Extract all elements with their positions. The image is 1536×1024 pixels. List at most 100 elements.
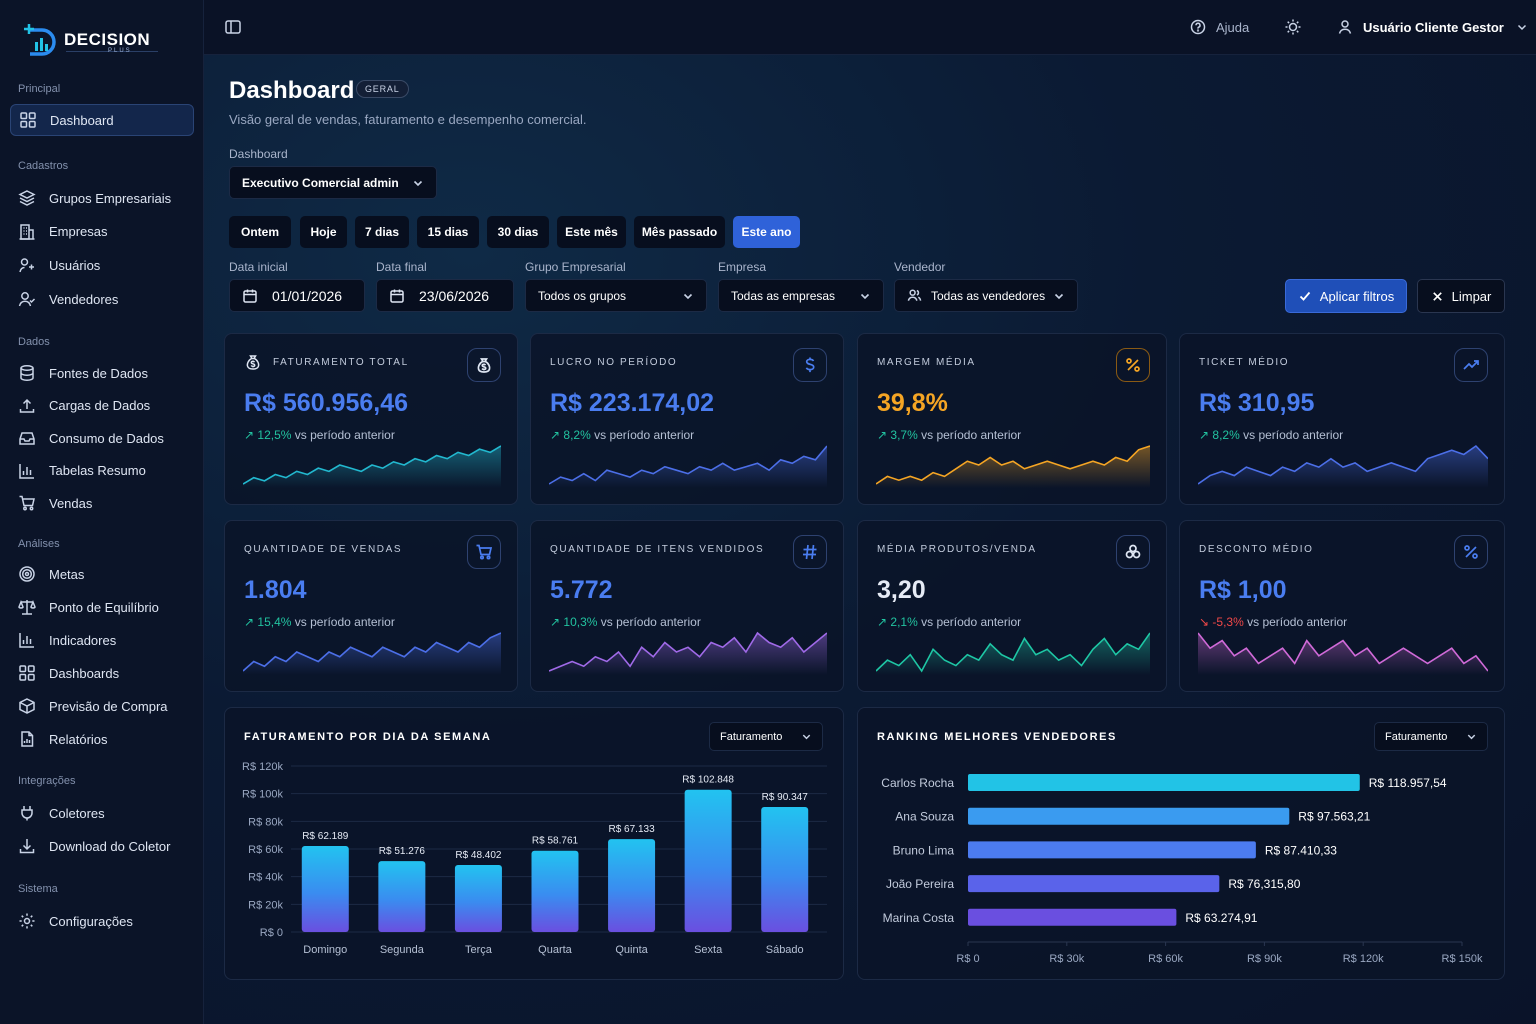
start-date-input[interactable]: 01/01/2026 xyxy=(229,279,365,312)
brand-logo[interactable]: DECISION PLUS xyxy=(22,22,172,62)
sidebar-item-indicadores[interactable]: Indicadores xyxy=(10,624,194,656)
kpi-title: QUANTIDADE DE ITENS VENDIDOS xyxy=(550,544,765,555)
rank-value-label: R$ 118.957,54 xyxy=(1369,776,1447,790)
kpi-delta-suffix: vs período anterior xyxy=(594,428,695,442)
company-select[interactable]: Todas as empresas xyxy=(718,279,884,312)
kpi-title: DESCONTO MÉDIO xyxy=(1199,544,1314,555)
kpi-title: MARGEM MÉDIA xyxy=(877,357,976,368)
money-bag-icon xyxy=(467,348,501,382)
sparkline-area xyxy=(549,446,827,488)
kpi-delta: ↗ 3,7% vs período anterior xyxy=(877,428,1021,442)
sidebar-item-grupos-empresariais[interactable]: Grupos Empresariais xyxy=(10,182,194,214)
dashboard-select[interactable]: Executivo Comercial admin xyxy=(229,166,437,199)
sidebar-item-usuarios[interactable]: Usuários xyxy=(10,249,194,281)
sidebar-item-label: Download do Coletor xyxy=(49,838,171,854)
sidebar-item-cargas-de-dados[interactable]: Cargas de Dados xyxy=(10,390,194,422)
x-tick-label: R$ 0 xyxy=(956,953,979,965)
period-chip-15-dias[interactable]: 15 dias xyxy=(417,216,479,248)
y-tick-label: R$ 40k xyxy=(248,872,283,884)
target-icon xyxy=(18,565,36,583)
help-icon xyxy=(1190,19,1206,35)
kpi-delta: ↗ 10,3% vs período anterior xyxy=(550,615,701,629)
chevron-down-icon xyxy=(1054,293,1064,299)
sidebar-item-dashboards[interactable]: Dashboards xyxy=(10,657,194,689)
help-link[interactable]: Ajuda xyxy=(1190,19,1249,35)
page-badge: GERAL xyxy=(356,80,409,98)
sidebar-item-consumo-de-dados[interactable]: Consumo de Dados xyxy=(10,422,194,454)
kpi-sparkline xyxy=(876,445,1150,488)
period-chip-hoje[interactable]: Hoje xyxy=(300,216,347,248)
bar-sexta xyxy=(684,789,732,932)
kpi-card-margem-media: MARGEM MÉDIA 39,8% ↗ 3,7% vs período ant… xyxy=(857,333,1167,505)
period-chip-mes-passado[interactable]: Mês passado xyxy=(634,216,725,248)
kpi-value: R$ 560.956,46 xyxy=(244,389,409,417)
company-select-value: Todas as empresas xyxy=(731,288,836,303)
group-select[interactable]: Todos os grupos xyxy=(525,279,707,312)
apply-filters-label: Aplicar filtros xyxy=(1319,288,1395,304)
theme-toggle-icon[interactable] xyxy=(1284,18,1302,36)
seller-icon xyxy=(18,290,36,308)
x-tick-label: R$ 30k xyxy=(1049,953,1084,965)
period-chip-este-ano[interactable]: Este ano xyxy=(733,216,800,248)
sidebar-item-label: Cargas de Dados xyxy=(49,398,151,413)
sidebar-item-label: Relatórios xyxy=(49,731,108,747)
seller-select[interactable]: Todas as vendedores xyxy=(894,279,1078,312)
page-title: Dashboard xyxy=(229,77,355,104)
apply-filters-button[interactable]: Aplicar filtros xyxy=(1285,279,1407,313)
sidebar-toggle-icon[interactable] xyxy=(224,18,242,36)
sidebar-item-vendedores[interactable]: Vendedores xyxy=(10,283,194,315)
period-chip-ontem[interactable]: Ontem xyxy=(229,216,291,248)
sidebar-item-fontes-de-dados[interactable]: Fontes de Dados xyxy=(10,357,194,389)
period-chip-7-dias[interactable]: 7 dias xyxy=(355,216,409,248)
ranking-chart-select[interactable]: Faturamento xyxy=(1374,722,1488,751)
sidebar-item-label: Ponto de Equilíbrio xyxy=(49,599,159,615)
sidebar-item-download-do-coletor[interactable]: Download do Coletor xyxy=(10,830,194,862)
bar-value-label: R$ 58.761 xyxy=(532,836,579,847)
period-chip-este-mes[interactable]: Este mês xyxy=(557,216,626,248)
bar-terca xyxy=(454,865,502,932)
grid-icon xyxy=(18,664,36,682)
sparkline-line xyxy=(876,632,1150,673)
sidebar-item-dashboard[interactable]: Dashboard xyxy=(10,104,194,136)
kpi-card-media-produtos-venda: MÉDIA PRODUTOS/VENDA 3,20 ↗ 2,1% vs perí… xyxy=(857,520,1167,692)
nav-section-sistema: Sistema xyxy=(18,883,58,895)
kpi-delta-pct: 10,3% xyxy=(563,615,598,629)
building-icon xyxy=(18,223,36,241)
kpi-card-faturamento-total: FATURAMENTO TOTAL R$ 560.956,46 ↗ 12,5% … xyxy=(224,333,518,505)
trend-arrow-icon: ↗ xyxy=(550,428,561,442)
bar-value-label: R$ 51.276 xyxy=(379,846,426,857)
kpi-value: 39,8% xyxy=(877,389,948,417)
sparkline-line xyxy=(549,445,827,485)
sidebar-item-coletores[interactable]: Coletores xyxy=(10,797,194,829)
kpi-delta: ↘ -5,3% vs período anterior xyxy=(1199,615,1347,629)
sidebar-item-ponto-de-equilibrio[interactable]: Ponto de Equilíbrio xyxy=(10,591,194,623)
period-chip-30-dias[interactable]: 30 dias xyxy=(487,216,549,248)
sidebar-item-label: Tabelas Resumo xyxy=(49,463,146,478)
clear-filters-button[interactable]: Limpar xyxy=(1417,279,1505,313)
sparkline-area xyxy=(1198,633,1488,675)
sidebar-item-label: Dashboards xyxy=(49,665,120,681)
kpi-delta-pct: 15,4% xyxy=(257,615,292,629)
box-icon xyxy=(18,697,36,715)
kpi-sparkline xyxy=(243,445,501,488)
x-tick-label: R$ 90k xyxy=(1247,953,1282,965)
bar-segunda xyxy=(378,861,426,932)
sidebar-item-configuracoes[interactable]: Configurações xyxy=(10,905,194,937)
user-menu[interactable]: Usuário Cliente Gestor xyxy=(1337,19,1528,35)
kpi-title: QUANTIDADE DE VENDAS xyxy=(244,544,403,555)
weekday-chart-select[interactable]: Faturamento xyxy=(709,722,823,751)
sidebar-item-metas[interactable]: Metas xyxy=(10,558,194,590)
sidebar-item-tabelas-resumo[interactable]: Tabelas Resumo xyxy=(10,455,194,487)
sidebar-item-vendas[interactable]: Vendas xyxy=(10,487,194,519)
bar-chart-icon xyxy=(18,631,36,649)
sidebar-item-relatorios[interactable]: Relatórios xyxy=(10,723,194,755)
end-date-input[interactable]: 23/06/2026 xyxy=(376,279,514,312)
sidebar-item-empresas[interactable]: Empresas xyxy=(10,216,194,248)
x-category-label: Quinta xyxy=(615,944,648,956)
bar-quinta xyxy=(608,839,656,932)
rank-bar-marina-costa xyxy=(968,908,1177,926)
kpi-delta: ↗ 2,1% vs período anterior xyxy=(877,615,1021,629)
x-category-label: Segunda xyxy=(380,944,425,956)
sidebar-item-previsao-de-compra[interactable]: Previsão de Compra xyxy=(10,690,194,722)
x-tick-label: R$ 120k xyxy=(1343,953,1384,965)
